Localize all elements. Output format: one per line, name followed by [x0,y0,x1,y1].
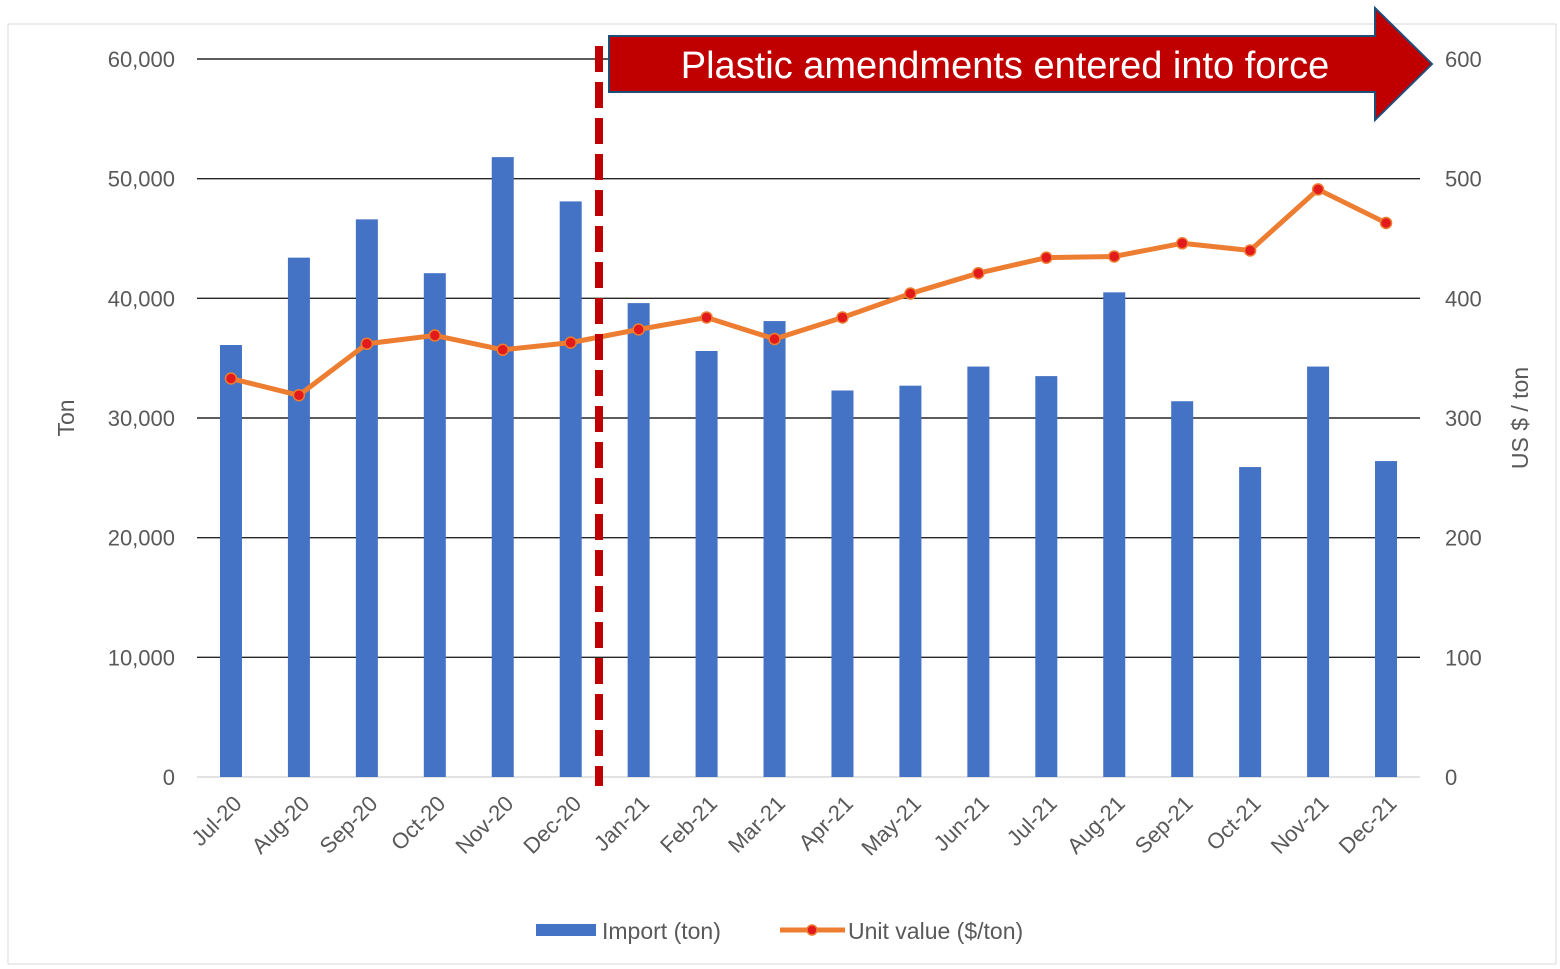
right-axis-ticks: 0 100 200 300 400 500 600 [1445,47,1482,790]
right-axis-title: US $ / ton [1507,367,1533,469]
bar-import [763,321,786,777]
bar-import [423,273,446,777]
policy-annotation-text: Plastic amendments entered into force [681,45,1329,87]
left-axis-tick-label: 60,000 [108,47,175,72]
right-axis-tick-label: 600 [1445,47,1482,72]
point-unit-value [564,336,577,349]
point-unit-value [904,287,917,300]
point-unit-value [1379,216,1393,230]
point-unit-value [1108,250,1121,263]
unit-value-polyline [228,186,1389,398]
bar-import [1239,467,1262,777]
point-unit-value [632,323,645,336]
bar-import [1375,461,1398,777]
right-axis-tick-label: 400 [1445,286,1482,311]
point-unit-value [360,337,374,351]
left-axis-title: Ton [53,399,79,436]
bar-import [967,366,990,777]
left-axis-tick-label: 20,000 [108,526,175,551]
legend: Import (ton) Unit value ($/ton) [536,918,1023,944]
point-unit-value [292,389,306,402]
unit-value-line [224,183,1393,402]
point-unit-value [972,266,985,280]
bar-import [627,303,650,777]
left-axis-tick-label: 50,000 [108,167,175,192]
bar-import [1035,376,1058,777]
left-axis-tick-label: 30,000 [108,406,175,431]
point-unit-value [1040,251,1053,264]
left-axis-ticks: 0 10,000 20,000 30,000 40,000 50,000 60,000 [108,47,175,790]
right-axis-tick-label: 500 [1445,167,1482,192]
left-axis-tick-label: 0 [163,765,175,790]
point-unit-value [1243,244,1257,257]
bar-import [831,390,854,777]
legend-label-import: Import (ton) [602,918,721,944]
point-unit-value [1175,237,1189,250]
bar-import [287,257,310,777]
point-unit-value [428,329,442,342]
bar-import [1307,366,1330,777]
bar-import [559,201,582,778]
bar-import [1171,401,1194,777]
left-axis-tick-label: 40,000 [108,286,175,311]
point-unit-value [700,311,713,324]
left-axis-tick-label: 10,000 [108,645,175,670]
bar-import [695,350,718,777]
right-axis-tick-label: 0 [1445,765,1457,790]
legend-swatch-import [536,924,596,936]
point-unit-value [496,343,509,357]
bar-import [355,219,378,777]
point-unit-value [836,311,849,324]
bar-import [219,345,242,777]
right-axis-tick-label: 200 [1445,526,1482,551]
bar-import [491,157,514,778]
import-bars [219,157,1398,778]
legend-label-unit-value: Unit value ($/ton) [848,918,1023,944]
policy-arrow-banner [608,5,1434,123]
point-unit-value [224,372,238,385]
bar-import [899,385,922,777]
policy-annotation: Plastic amendments entered into force [595,5,1434,786]
bar-import [1103,292,1126,777]
right-axis-tick-label: 100 [1445,645,1482,670]
point-unit-value [1311,183,1325,196]
legend-marker-unit-value [806,924,818,936]
right-axis-tick-label: 300 [1445,406,1482,431]
point-unit-value [768,332,781,346]
